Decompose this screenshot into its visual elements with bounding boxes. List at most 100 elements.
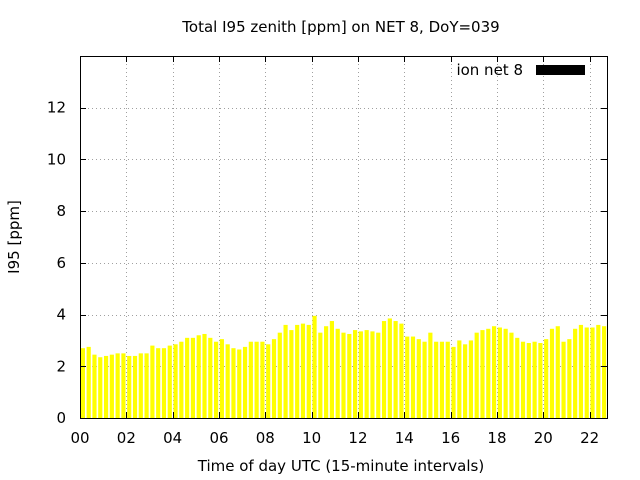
bar-65 [457, 340, 462, 418]
x-tick-label-2: 04 [163, 429, 182, 447]
x-tick-label-7: 14 [395, 429, 414, 447]
y-tick-label-6: 12 [47, 99, 66, 117]
bar-44 [335, 328, 340, 418]
bar-56 [405, 336, 410, 418]
bar-32 [266, 344, 271, 418]
bar-82 [555, 326, 560, 418]
bar-27 [237, 349, 242, 418]
y-tick-label-4: 8 [56, 202, 66, 220]
bar-22 [208, 337, 213, 418]
bar-58 [416, 339, 421, 418]
bar-76 [520, 341, 526, 418]
x-tick-label-6: 12 [348, 429, 367, 447]
bar-37 [295, 324, 300, 418]
legend-label: ion net 8 [456, 61, 523, 79]
bar-50 [370, 331, 375, 418]
bar-70 [486, 328, 491, 418]
bar-80 [544, 339, 549, 418]
bar-33 [271, 339, 277, 418]
bar-36 [289, 330, 294, 418]
bar-77 [526, 343, 531, 418]
bar-9 [132, 355, 138, 418]
bar-0 [80, 348, 85, 418]
bar-3 [98, 357, 103, 418]
y-tick-label-2: 4 [56, 306, 66, 324]
bar-40 [312, 315, 317, 418]
x-tick-label-10: 20 [534, 429, 553, 447]
y-tick-label-3: 6 [56, 254, 66, 272]
bar-53 [387, 318, 392, 418]
bar-42 [324, 326, 329, 418]
bar-21 [202, 333, 207, 418]
y-tick-label-1: 2 [56, 357, 66, 375]
bar-28 [242, 346, 248, 418]
bar-5 [109, 354, 114, 418]
bar-16 [173, 344, 178, 418]
bar-11 [144, 353, 149, 418]
bar-10 [138, 353, 143, 418]
bar-13 [156, 348, 161, 418]
x-tick-label-9: 18 [487, 429, 506, 447]
bar-7 [121, 353, 126, 418]
plot-frame [80, 56, 608, 419]
bar-39 [306, 324, 311, 418]
bar-66 [463, 344, 468, 418]
bar-15 [167, 345, 172, 418]
bar-68 [474, 332, 479, 418]
bar-90 [602, 326, 607, 418]
bar-51 [376, 332, 381, 418]
bar-26 [231, 348, 236, 418]
x-tick-label-11: 22 [580, 429, 599, 447]
bar-41 [318, 332, 323, 418]
bar-43 [329, 321, 334, 418]
bar-87 [584, 327, 589, 418]
bar-19 [190, 337, 196, 418]
bar-79 [538, 343, 543, 418]
bar-60 [428, 332, 433, 418]
bar-75 [515, 337, 520, 418]
bar-23 [214, 341, 219, 418]
bar-29 [248, 341, 253, 418]
bar-71 [491, 326, 497, 418]
bar-85 [573, 328, 578, 418]
bar-52 [381, 321, 387, 418]
bar-73 [503, 328, 508, 418]
bar-8 [127, 355, 132, 418]
bar-69 [480, 330, 485, 418]
x-tick-label-8: 16 [441, 429, 460, 447]
bar-47 [353, 330, 358, 418]
bar-62 [439, 341, 445, 418]
bar-14 [161, 348, 167, 418]
x-tick-label-4: 08 [256, 429, 275, 447]
x-axis-label: Time of day UTC (15-minute intervals) [197, 457, 484, 475]
bar-83 [561, 341, 566, 418]
bar-54 [393, 321, 398, 418]
bar-38 [300, 323, 306, 418]
bar-74 [509, 332, 514, 418]
bar-88 [590, 327, 595, 418]
bar-series [80, 315, 607, 418]
bar-45 [341, 332, 346, 418]
chart-title: Total I95 zenith [ppm] on NET 8, DoY=039 [181, 18, 499, 36]
bar-20 [196, 335, 201, 418]
y-tick-labels: 0 2 4 6 8 10 12 [47, 99, 66, 427]
bar-61 [434, 341, 439, 418]
legend-swatch [536, 65, 585, 75]
bar-57 [410, 336, 416, 418]
bar-59 [422, 341, 427, 418]
bar-67 [468, 340, 473, 418]
y-axis-label: I95 [ppm] [5, 200, 23, 274]
y-tick-label-0: 0 [56, 409, 66, 427]
bar-30 [254, 341, 259, 418]
x-tick-labels: 00 02 04 06 08 10 12 14 16 18 20 22 [70, 429, 599, 447]
bar-25 [225, 344, 230, 418]
bar-2 [92, 354, 97, 418]
bar-72 [497, 327, 502, 418]
x-tick-label-5: 10 [302, 429, 321, 447]
bar-31 [260, 341, 265, 418]
x-tick-label-1: 02 [117, 429, 136, 447]
bar-1 [86, 346, 91, 418]
grid-lines [80, 56, 607, 418]
x-tick-label-3: 06 [209, 429, 228, 447]
